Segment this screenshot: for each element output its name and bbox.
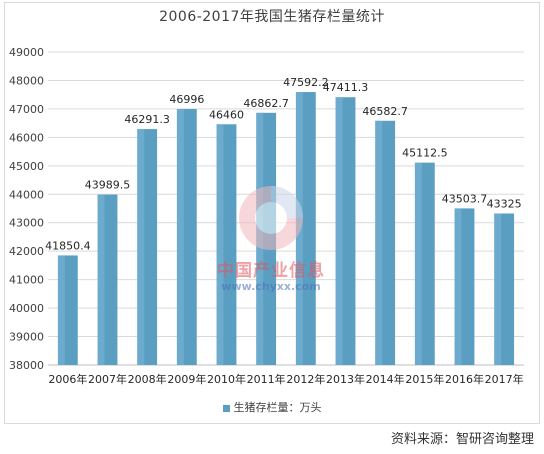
data-label: 46996 — [169, 93, 204, 106]
x-tick-label: 2015年 — [405, 372, 444, 386]
y-tick-label: 39000 — [9, 331, 44, 344]
bar-highlight — [494, 213, 502, 365]
y-tick-label: 43000 — [9, 217, 44, 230]
watermark-logo-icon — [239, 186, 303, 250]
y-tick-label: 44000 — [9, 188, 44, 201]
data-label: 41850.4 — [45, 239, 91, 252]
x-tick-label: 2011年 — [247, 372, 286, 386]
bar-highlight — [137, 129, 145, 365]
data-label: 47592.2 — [283, 76, 329, 89]
data-label: 43989.5 — [85, 179, 131, 192]
x-tick-label: 2010年 — [207, 372, 246, 386]
data-label: 47411.3 — [323, 81, 369, 94]
data-label: 43503.7 — [442, 192, 488, 205]
legend: 生猪存栏量：万头 — [0, 399, 544, 415]
y-tick-label: 41000 — [9, 274, 44, 287]
watermark: 中国产业信息 www.chyxx.com — [206, 176, 336, 300]
bar-highlight — [57, 255, 65, 365]
x-tick-label: 2013年 — [326, 372, 365, 386]
y-tick-label: 38000 — [9, 359, 44, 372]
watermark-url: www.chyxx.com — [221, 280, 321, 293]
legend-swatch — [222, 404, 230, 412]
x-tick-label: 2017年 — [485, 372, 524, 386]
y-tick-label: 46000 — [9, 131, 44, 144]
bar-highlight — [216, 124, 224, 366]
y-tick-label: 48000 — [9, 74, 44, 87]
y-tick-label: 40000 — [9, 302, 44, 315]
bar-highlight — [335, 97, 343, 365]
x-tick-label: 2014年 — [366, 372, 405, 386]
x-tick-label: 2008年 — [128, 372, 167, 386]
y-tick-label: 45000 — [9, 160, 44, 173]
bar-highlight — [97, 194, 105, 365]
chart-frame — [4, 2, 540, 424]
bar-highlight — [454, 208, 462, 365]
chart-title: 2006-2017年我国生猪存栏量统计 — [159, 9, 385, 25]
x-tick-label: 2006年 — [48, 372, 87, 386]
x-tick-label: 2009年 — [167, 372, 206, 386]
data-label: 45112.5 — [402, 147, 448, 160]
y-tick-label: 42000 — [9, 245, 44, 258]
x-tick-label: 2007年 — [88, 372, 127, 386]
source-note: 资料来源：智研咨询整理 — [390, 432, 534, 447]
legend-label: 生猪存栏量：万头 — [233, 401, 322, 414]
bar-highlight — [375, 120, 383, 365]
data-label: 43325 — [487, 197, 522, 210]
data-label: 46582.7 — [362, 105, 408, 118]
bar-highlight — [414, 162, 422, 365]
x-tick-label: 2016年 — [445, 372, 484, 386]
y-tick-label: 49000 — [9, 46, 44, 59]
x-tick-label: 2012年 — [286, 372, 325, 386]
y-tick-label: 47000 — [9, 103, 44, 116]
data-label: 46291.3 — [124, 113, 170, 126]
bar-highlight — [176, 109, 184, 365]
data-label: 46460 — [209, 108, 244, 121]
watermark-text: 中国产业信息 — [217, 261, 325, 281]
data-label: 46862.7 — [243, 97, 289, 110]
